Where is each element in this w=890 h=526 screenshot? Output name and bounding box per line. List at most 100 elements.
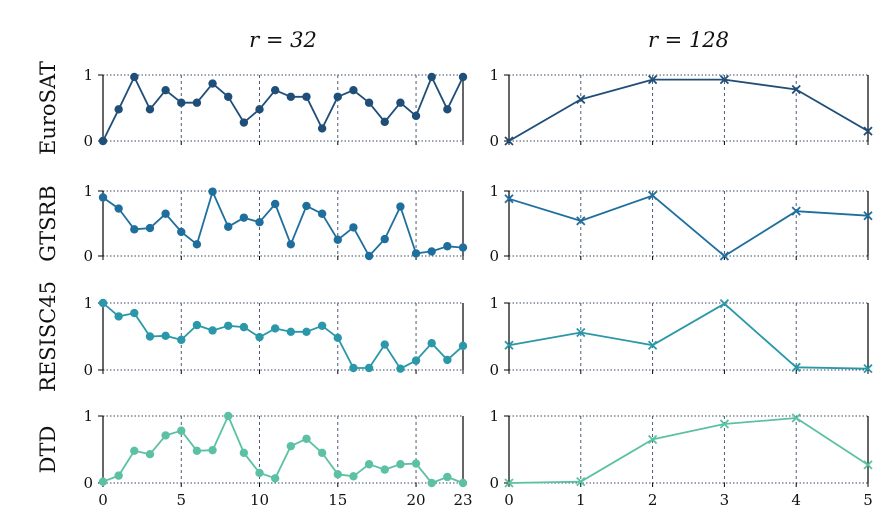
data-point (145, 332, 155, 341)
data-point (719, 74, 730, 85)
data-point (239, 322, 249, 332)
data-point (647, 340, 658, 350)
data-point (396, 202, 405, 211)
row-label: RESISC45 (36, 281, 60, 392)
data-point (443, 105, 452, 114)
data-point (98, 477, 108, 486)
data-point (286, 441, 296, 451)
data-point (302, 434, 311, 443)
data-point (161, 331, 170, 341)
data-point (791, 362, 801, 372)
data-point (349, 85, 358, 95)
data-point (177, 335, 186, 345)
data-point (98, 136, 108, 146)
y-tick-label: 1 (489, 407, 499, 425)
data-point (411, 459, 421, 468)
data-point (224, 92, 233, 101)
y-tick-label: 1 (83, 407, 93, 425)
data-point (130, 72, 139, 82)
data-point (208, 187, 217, 196)
data-point (380, 340, 389, 349)
data-point (364, 251, 374, 261)
data-point (427, 247, 436, 256)
data-point (719, 299, 730, 309)
data-point (863, 364, 873, 374)
data-point (396, 460, 405, 469)
data-point (317, 448, 327, 458)
x-tick-label: 5 (863, 491, 873, 509)
y-tick-label: 0 (83, 247, 93, 265)
data-point (647, 74, 658, 85)
x-tick-label: 1 (576, 491, 586, 509)
data-point (161, 209, 170, 218)
data-point (791, 206, 801, 216)
x-tick-label: 10 (250, 491, 269, 509)
data-point (130, 225, 139, 234)
data-point (349, 472, 358, 481)
data-point (255, 468, 264, 478)
data-point (364, 98, 374, 107)
data-point (239, 448, 249, 458)
data-point (317, 124, 327, 133)
series-line (508, 302, 869, 370)
data-point (791, 84, 801, 95)
data-point (192, 320, 202, 330)
x-tick-label: 0 (504, 491, 514, 509)
column-title: r = 32 (249, 28, 317, 52)
data-point (255, 218, 264, 227)
row-label: DTD (36, 426, 60, 474)
data-point (719, 419, 730, 429)
data-point (98, 298, 108, 308)
data-point (224, 321, 233, 330)
data-point (239, 213, 249, 222)
data-point (208, 326, 217, 335)
data-point (504, 136, 514, 146)
data-point (239, 118, 249, 127)
y-tick-label: 1 (83, 294, 93, 312)
data-point (286, 327, 296, 337)
data-point (349, 363, 358, 373)
column-title: r = 128 (648, 28, 729, 52)
data-point (98, 193, 108, 202)
data-point (208, 79, 217, 88)
data-point (302, 201, 311, 211)
y-tick-label: 1 (83, 182, 93, 200)
y-tick-label: 0 (489, 474, 499, 492)
data-point (364, 363, 374, 373)
data-point (380, 117, 389, 127)
y-tick-label: 0 (83, 474, 93, 492)
data-point (177, 227, 186, 237)
data-point (192, 98, 202, 107)
data-point (145, 449, 155, 459)
data-point (161, 85, 170, 95)
data-point (114, 204, 123, 213)
data-point (270, 199, 280, 209)
data-point (576, 477, 586, 487)
y-tick-label: 1 (489, 182, 499, 200)
data-point (443, 355, 452, 365)
data-point (863, 211, 873, 221)
x-tick-label: 3 (720, 491, 730, 509)
data-point (443, 472, 452, 482)
data-point (427, 72, 436, 82)
series-line (102, 302, 464, 370)
data-point (380, 465, 389, 474)
x-tick-label: 4 (791, 491, 801, 509)
data-point (270, 474, 280, 483)
series-line (102, 190, 464, 257)
series-line (508, 417, 869, 484)
data-point (719, 251, 730, 261)
data-point (114, 471, 123, 480)
data-point (647, 434, 658, 445)
data-point (114, 312, 123, 321)
data-point (504, 194, 514, 204)
data-point (443, 242, 452, 251)
x-tick-label: 20 (406, 491, 425, 509)
x-tick-label: 23 (453, 491, 472, 509)
data-point (302, 92, 311, 101)
data-point (504, 340, 514, 350)
y-tick-label: 0 (489, 247, 499, 265)
data-point (380, 234, 389, 244)
data-point (192, 446, 202, 456)
data-point (396, 98, 405, 107)
